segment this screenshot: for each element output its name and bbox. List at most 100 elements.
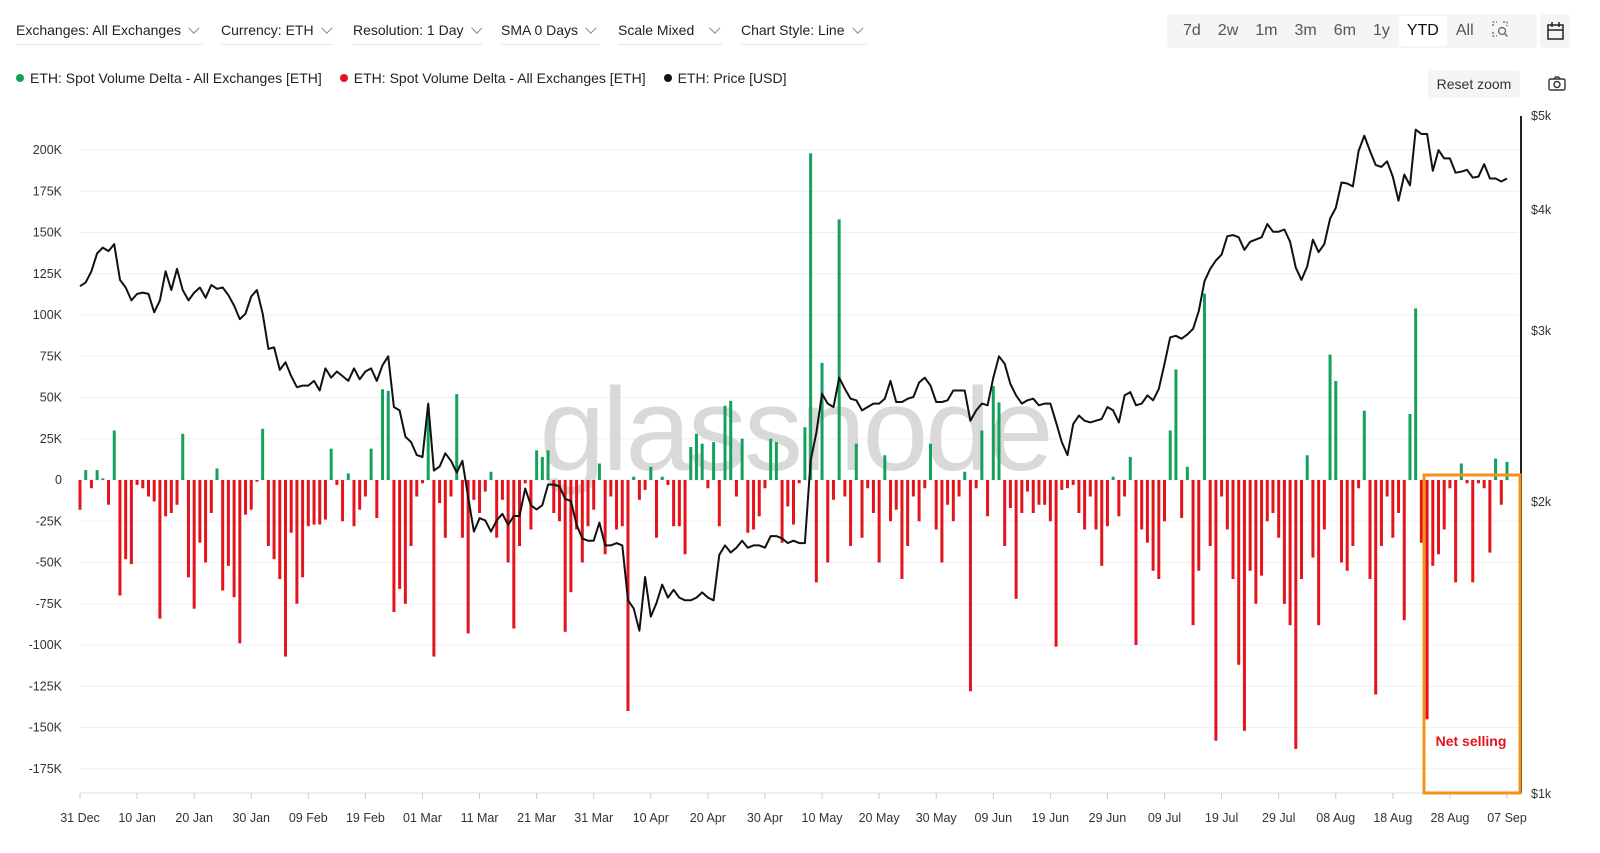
negative-delta-bar — [1379, 480, 1383, 546]
negative-delta-bar — [341, 480, 345, 522]
range-1m[interactable]: 1m — [1255, 22, 1278, 39]
negative-delta-bar — [129, 480, 133, 565]
negative-delta-bar — [1345, 480, 1349, 571]
range-1y[interactable]: 1y — [1372, 22, 1390, 39]
negative-delta-bar — [1157, 480, 1161, 579]
negative-delta-bar — [169, 480, 173, 513]
negative-delta-bar — [752, 480, 756, 530]
negative-delta-bar — [906, 480, 910, 546]
negative-delta-bar — [1231, 480, 1235, 579]
x-tick-label: 10 May — [802, 811, 844, 825]
x-tick-label: 29 Jul — [1262, 811, 1295, 825]
scale-dropdown[interactable]: Scale Mixed — [618, 22, 722, 45]
negative-delta-bar — [1083, 480, 1087, 530]
negative-delta-bar — [1425, 480, 1429, 720]
black-dot-icon — [663, 74, 672, 82]
positive-delta-bar — [261, 428, 265, 480]
left-tick-label: -175K — [29, 762, 63, 776]
volume-delta-bars — [78, 153, 1509, 749]
negative-delta-bar — [957, 480, 961, 497]
negative-delta-bar — [152, 480, 156, 502]
negative-delta-bar — [1482, 480, 1486, 489]
negative-delta-bar — [1225, 480, 1229, 530]
legend-item-negative-delta[interactable]: ETH: Spot Volume Delta - All Exchanges [… — [339, 70, 646, 86]
negative-delta-bar — [1026, 480, 1030, 492]
exchanges-dropdown[interactable]: Exchanges: All Exchanges — [16, 22, 203, 45]
zoom-select-icon[interactable] — [1483, 14, 1517, 49]
positive-delta-bar — [369, 448, 373, 480]
right-tick-label: $2k — [1531, 495, 1552, 509]
range-2w[interactable]: 2w — [1217, 22, 1239, 39]
negative-delta-bar — [615, 480, 619, 530]
negative-delta-bar — [934, 480, 938, 530]
left-tick-label: 150K — [33, 226, 63, 240]
positive-delta-bar — [1334, 381, 1338, 480]
chart-style-dropdown[interactable]: Chart Style: Line — [741, 22, 867, 45]
x-tick-label: 19 Feb — [346, 811, 385, 825]
positive-delta-bar — [997, 402, 1001, 480]
negative-delta-bar — [672, 480, 676, 527]
negative-delta-bar — [204, 480, 208, 563]
negative-delta-bar — [1265, 480, 1269, 522]
resolution-dropdown[interactable]: Resolution: 1 Day — [353, 22, 483, 45]
positive-delta-bar — [963, 471, 967, 480]
negative-delta-bar — [677, 480, 681, 527]
negative-delta-bar — [472, 480, 476, 500]
negative-delta-bar — [1105, 480, 1109, 527]
currency-dropdown[interactable]: Currency: ETH — [221, 22, 333, 45]
positive-delta-bar — [1168, 430, 1172, 480]
range-3m[interactable]: 3m — [1294, 22, 1317, 39]
currency-dropdown-label: Currency: ETH — [221, 22, 314, 38]
negative-delta-bar — [209, 480, 213, 513]
range-all[interactable]: All — [1455, 22, 1474, 39]
calendar-button[interactable] — [1540, 14, 1570, 48]
negative-delta-bar — [506, 480, 510, 563]
positive-delta-bar — [426, 407, 430, 480]
positive-delta-bar — [1174, 369, 1178, 480]
positive-delta-bar — [1111, 476, 1115, 480]
camera-icon[interactable] — [1547, 74, 1567, 94]
x-tick-label: 10 Apr — [633, 811, 669, 825]
legend-item-price[interactable]: ETH: Price [USD] — [663, 70, 787, 86]
negative-delta-bar — [655, 480, 659, 538]
positive-delta-bar — [181, 433, 185, 480]
negative-delta-bar — [1191, 480, 1195, 626]
x-tick-label: 09 Jul — [1148, 811, 1181, 825]
negative-delta-bar — [1271, 480, 1275, 513]
range-ytd[interactable]: YTD — [1398, 16, 1447, 46]
negative-delta-bar — [1442, 480, 1446, 530]
negative-delta-bar — [164, 480, 168, 517]
negative-delta-bar — [118, 480, 122, 596]
sma-dropdown[interactable]: SMA 0 Days — [501, 22, 600, 45]
range-6m[interactable]: 6m — [1333, 22, 1356, 39]
range-7d[interactable]: 7d — [1183, 22, 1201, 39]
positive-delta-bar — [991, 385, 995, 480]
left-axis: 200K 175K 150K 125K 100K 75K 50K 25K 0 -25K -50K -7… — [29, 143, 63, 776]
negative-delta-bar — [358, 480, 362, 510]
negative-delta-bar — [1242, 480, 1246, 731]
negative-delta-bar — [1208, 480, 1212, 546]
positive-delta-bar — [597, 463, 601, 480]
negative-delta-bar — [232, 480, 236, 598]
negative-delta-bar — [352, 480, 356, 527]
negative-delta-bar — [89, 480, 93, 489]
net-selling-label: Net selling — [1436, 733, 1507, 749]
positive-delta-bar — [546, 450, 550, 480]
negative-delta-bar — [266, 480, 270, 546]
x-tick-label: 28 Aug — [1430, 811, 1469, 825]
negative-delta-bar — [860, 480, 864, 538]
left-tick-label: 50K — [40, 391, 63, 405]
left-tick-label: -100K — [29, 638, 63, 652]
reset-zoom-button[interactable]: Reset zoom — [1428, 70, 1520, 98]
negative-delta-bar — [586, 480, 590, 527]
positive-delta-bar — [712, 442, 716, 480]
negative-delta-bar — [1180, 480, 1184, 518]
positive-delta-bar — [95, 470, 99, 480]
negative-delta-bar — [1431, 480, 1435, 566]
negative-delta-bar — [889, 480, 893, 522]
left-tick-label: -150K — [29, 721, 63, 735]
legend-item-positive-delta[interactable]: ETH: Spot Volume Delta - All Exchanges [… — [16, 70, 322, 86]
left-tick-label: 175K — [33, 184, 63, 198]
negative-delta-bar — [951, 480, 955, 522]
